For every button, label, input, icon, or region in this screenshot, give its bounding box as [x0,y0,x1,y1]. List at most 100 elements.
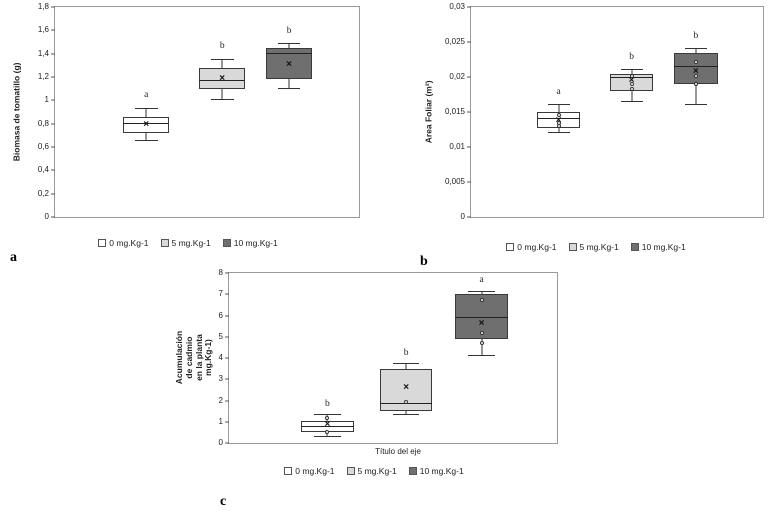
data-point [693,82,698,86]
legend-item: 10 mg.Kg-1 [222,238,278,248]
box-body [199,67,245,89]
legend-label: 5 mg.Kg-1 [357,466,397,476]
mean-marker: × [478,318,485,329]
legend-item: 0 mg.Kg-1 [98,238,149,248]
data-point [693,73,698,78]
legend-item: 5 mg.Kg-1 [346,466,397,476]
whisker-cap-bottom [684,104,707,105]
legend-item: 10 mg.Kg-1 [630,242,686,252]
whisker-cap-bottom [547,132,570,133]
y-tick-label: 0,03 [449,2,465,11]
legend-swatch-white [98,239,107,247]
x-axis-title: Título del eje [375,447,421,456]
whisker-cap-top [134,107,158,109]
y-axis-label-wrap: Area Foliar (m²) [420,6,438,218]
box-body [123,116,169,133]
y-tick-label: 1 [218,416,223,426]
y-tick-label: 0,4 [37,165,49,175]
whisker-cap-top [314,414,341,416]
data-point [556,112,561,117]
legend-label: 5 mg.Kg-1 [171,238,211,248]
whisker-cap-top [684,48,707,49]
whisker-cap-top [547,104,570,105]
significance-letter: b [219,41,225,52]
data-point [479,297,484,302]
whisker-cap-top [620,69,643,70]
legend-label: 0 mg.Kg-1 [517,242,557,252]
y-axis-title: Biomasa de tomatillo (g) [11,62,22,162]
mean-marker: × [219,73,226,85]
y-tick-mark [225,315,229,316]
median-line [123,122,169,124]
whisker-cap-top [393,363,420,365]
legend-swatch-lightgray [160,239,169,247]
data-point [325,415,330,420]
plot-area-c: 0 1 2 3 4 5 6 7 8 × b × b × a [219,269,558,447]
y-axis-title: Acumulación de cadmio en la planta mg.Kg… [174,331,214,385]
y-tick-label: 5 [218,331,223,341]
median-line [301,426,354,428]
y-tick-mark [51,53,55,55]
legend-swatch-white [284,467,293,475]
y-tick-label: 0 [460,212,465,221]
chart-area-c: Acumulación de cadmio en la planta mg.Kg… [174,269,568,447]
legend-swatch-darkgray [222,239,231,247]
y-tick-label: 0 [218,438,223,447]
y-tick-label: 0,01 [449,142,465,152]
panel-label-a: a [10,250,17,265]
y-tick-mark [225,336,229,338]
legend-swatch-darkgray [408,467,417,475]
median-line [536,118,581,119]
y-tick-mark [51,76,55,78]
y-tick-label: 8 [218,268,223,277]
y-tick-mark [467,41,471,43]
box-body [379,368,433,412]
median-line [199,79,245,81]
legend-a: 0 mg.Kg-1 5 mg.Kg-1 10 mg.Kg-1 [8,238,368,248]
whisker-cap-bottom [210,99,234,101]
mean-marker: × [692,66,699,78]
mean-marker: × [324,418,331,430]
legend-swatch-white [506,243,515,251]
mean-marker: × [286,59,292,71]
legend-label: 0 mg.Kg-1 [109,238,149,248]
legend-item: 5 mg.Kg-1 [160,238,211,248]
plot-area-a: 0 0,2 0,4 0,6 0,8 1 1,2 1,4 1,6 1,8 × a × b × b [38,3,360,221]
legend-swatch-lightgray [346,467,355,475]
y-tick-label: 0,2 [37,188,49,198]
y-tick-label: 1,2 [37,72,49,82]
significance-letter: b [403,347,409,358]
legend-item: 0 mg.Kg-1 [284,466,335,476]
mean-marker: × [628,74,635,86]
y-tick-label: 1,4 [37,48,49,58]
legend-label: 0 mg.Kg-1 [295,466,335,476]
y-tick-mark [225,272,229,274]
legend-swatch-darkgray [630,243,639,251]
y-tick-label: 7 [218,289,223,299]
median-line [266,52,312,54]
whisker-cap-bottom [620,100,643,102]
whisker-cap-top [210,58,234,60]
y-tick-mark [225,400,229,401]
chart-area-b: Area Foliar (m²) 0 0,005 0,01 0,015 0,02 0,02… [420,3,772,221]
data-point [479,330,484,335]
y-tick-label: 3 [218,374,223,384]
y-tick-mark [51,123,55,125]
whisker-cap-bottom [468,354,495,356]
mean-marker: × [403,381,410,393]
y-tick-mark [51,6,55,8]
mean-marker: × [143,118,150,130]
legend-b: 0 mg.Kg-1 5 mg.Kg-1 10 mg.Kg-1 [420,242,772,252]
y-tick-label: 0,6 [37,142,49,152]
whisker-cap-bottom [393,414,420,416]
legend-label: 10 mg.Kg-1 [641,242,686,252]
y-tick-label: 6 [218,310,223,320]
data-point [629,73,634,78]
y-tick-label: 0 [44,212,49,221]
legend-swatch-lightgray [568,243,577,251]
y-tick-label: 0,025 [444,37,465,46]
y-tick-label: 0,8 [37,118,49,128]
y-tick-mark [51,216,55,218]
y-axis-title: Area Foliar (m²) [423,80,434,144]
